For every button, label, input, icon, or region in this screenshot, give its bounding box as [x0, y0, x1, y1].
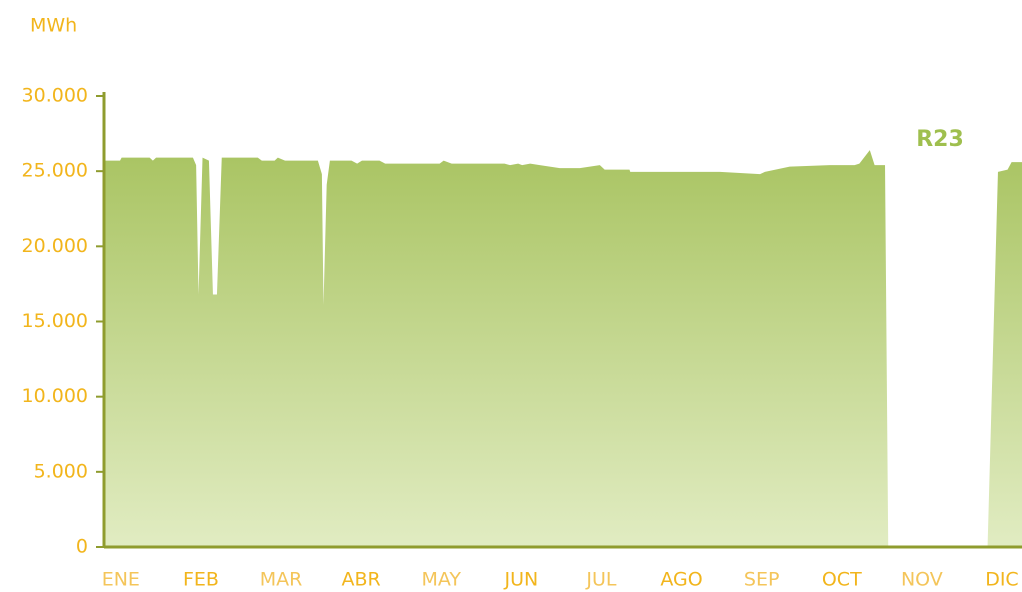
x-tick-label: MAR: [260, 569, 303, 591]
x-tick-label: JUN: [503, 569, 538, 591]
x-tick-label: SEP: [744, 569, 780, 591]
x-tick-label: ENE: [102, 569, 140, 591]
y-tick-label: 25.000: [22, 160, 88, 182]
y-tick-label: 15.000: [22, 310, 88, 332]
x-tick-label: MAY: [421, 569, 461, 591]
x-tick-label: FEB: [183, 569, 219, 591]
x-tick-label: ABR: [342, 569, 381, 591]
annotation: R23: [916, 127, 964, 152]
y-tick-label: 30.000: [22, 85, 88, 107]
x-tick-label: AGO: [660, 569, 702, 591]
x-tick-label: DIC: [985, 569, 1019, 591]
y-tick-label: 0: [76, 536, 88, 558]
y-axis-label: MWh: [30, 15, 77, 37]
y-tick-label: 5.000: [34, 460, 88, 482]
x-tick-label: NOV: [901, 569, 943, 591]
y-tick-label: 10.000: [22, 385, 88, 407]
area: [104, 150, 1022, 547]
y-tick-label: 20.000: [22, 235, 88, 257]
x-tick-label: OCT: [822, 569, 862, 591]
x-tick-label: JUL: [585, 569, 617, 591]
